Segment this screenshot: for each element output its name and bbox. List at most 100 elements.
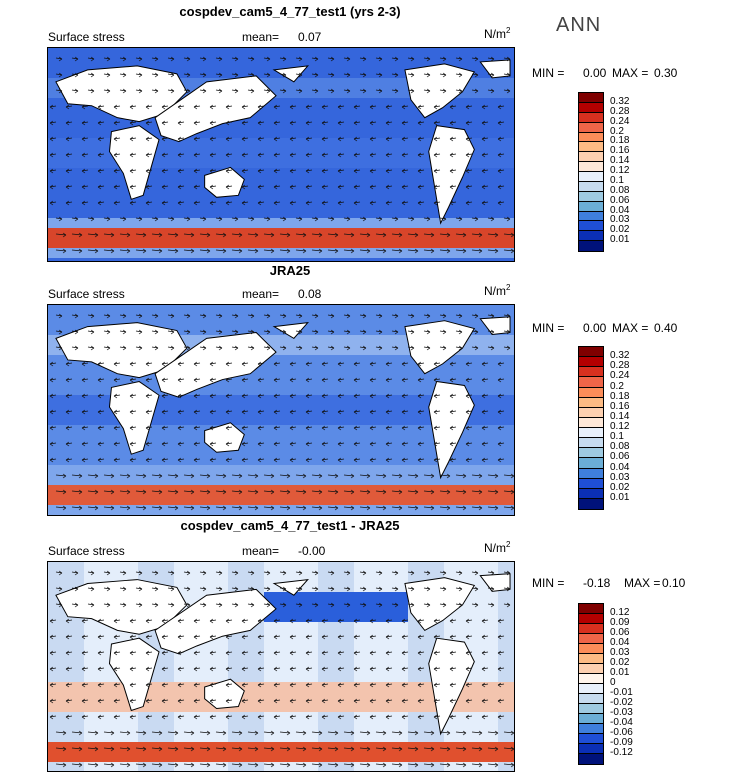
wind-vector — [417, 634, 425, 640]
field-cell — [426, 198, 445, 209]
wind-vector — [97, 184, 105, 190]
wind-vector — [369, 457, 377, 463]
field-cell — [48, 682, 67, 693]
field-cell — [264, 248, 283, 259]
wind-vector — [129, 393, 137, 399]
wind-vector — [119, 602, 127, 608]
colorbar-tick-label: 0.06 — [610, 451, 630, 463]
field-cell — [300, 325, 319, 336]
wind-vector — [311, 72, 319, 78]
wind-vector — [151, 489, 163, 495]
wind-vector — [273, 618, 281, 624]
continent-outline — [272, 578, 309, 596]
field-cell — [462, 228, 481, 239]
map-canvas — [48, 305, 514, 515]
wind-vector — [369, 409, 377, 415]
field-cell — [318, 672, 337, 683]
field-cell — [336, 602, 355, 613]
field-cell — [498, 435, 514, 446]
wind-vector — [449, 200, 457, 206]
field-cell — [498, 345, 514, 356]
field-cell — [138, 315, 157, 326]
wind-vector — [65, 136, 73, 142]
wind-vector — [113, 168, 121, 174]
field-cell — [462, 465, 481, 476]
colorbar-tick-label: 0.06 — [610, 194, 630, 206]
field-cell — [192, 742, 211, 753]
field-cell — [102, 475, 121, 486]
wind-vector — [87, 730, 99, 736]
field-cell — [408, 198, 427, 209]
field-cell — [210, 672, 229, 683]
field-cell — [498, 505, 514, 515]
wind-vector — [487, 762, 499, 768]
field-cell — [138, 118, 157, 129]
wind-vector — [71, 762, 83, 768]
field-cell — [66, 445, 85, 456]
field-cell — [390, 405, 409, 416]
field-cell — [444, 712, 463, 723]
field-cell — [390, 465, 409, 476]
wind-vector — [167, 345, 175, 351]
field-cell — [84, 118, 103, 129]
field-cell — [462, 495, 481, 506]
field-cell — [390, 642, 409, 653]
field-cell — [66, 622, 85, 633]
field-cell — [228, 762, 247, 771]
wind-vector — [497, 666, 505, 672]
field-cell — [156, 762, 175, 771]
field-cell — [138, 198, 157, 209]
colorbar-tick-label: -0.09 — [610, 737, 633, 748]
field-cell — [138, 305, 157, 316]
wind-vector — [423, 489, 435, 495]
field-cell — [318, 582, 337, 593]
wind-vector — [209, 184, 217, 190]
field-cell — [300, 375, 319, 386]
wind-vector — [375, 88, 383, 94]
wind-vector — [151, 473, 163, 479]
wind-vector — [359, 88, 367, 94]
field-cell — [354, 335, 373, 346]
wind-vector — [247, 56, 255, 62]
wind-vector — [433, 650, 441, 656]
field-cell — [210, 248, 229, 259]
field-cell — [390, 315, 409, 326]
field-cell — [336, 188, 355, 199]
field-cell — [156, 672, 175, 683]
field-cell — [282, 218, 301, 229]
wind-vector — [151, 248, 163, 254]
field-cell — [462, 742, 481, 753]
field-cell — [462, 572, 481, 583]
wind-vector — [353, 666, 361, 672]
field-cell — [408, 315, 427, 326]
wind-vector — [289, 120, 297, 126]
field-cell — [498, 178, 514, 189]
wind-vector — [327, 489, 339, 495]
field-cell — [138, 632, 157, 643]
field-cell — [498, 78, 514, 89]
field-cell — [372, 58, 391, 69]
wind-vector — [263, 570, 271, 576]
wind-vector — [471, 489, 483, 495]
wind-vector — [305, 457, 313, 463]
wind-vector — [391, 248, 403, 254]
wind-vector — [337, 441, 345, 447]
colorbar-swatch — [579, 744, 603, 754]
wind-vector — [391, 216, 399, 222]
field-cell — [228, 672, 247, 683]
wind-vector — [343, 602, 351, 608]
continent-outline — [404, 63, 476, 119]
field-cell — [300, 228, 319, 239]
wind-vector — [49, 104, 57, 110]
field-cell — [318, 208, 337, 219]
field-cell — [318, 48, 337, 59]
field-cell — [318, 742, 337, 753]
wind-vector — [487, 313, 495, 319]
field-cell — [84, 395, 103, 406]
field-cell — [480, 762, 499, 771]
wind-vector — [225, 168, 233, 174]
wind-vector — [423, 586, 431, 592]
wind-vector — [167, 56, 175, 62]
field-cell — [210, 475, 229, 486]
field-cell — [498, 455, 514, 466]
